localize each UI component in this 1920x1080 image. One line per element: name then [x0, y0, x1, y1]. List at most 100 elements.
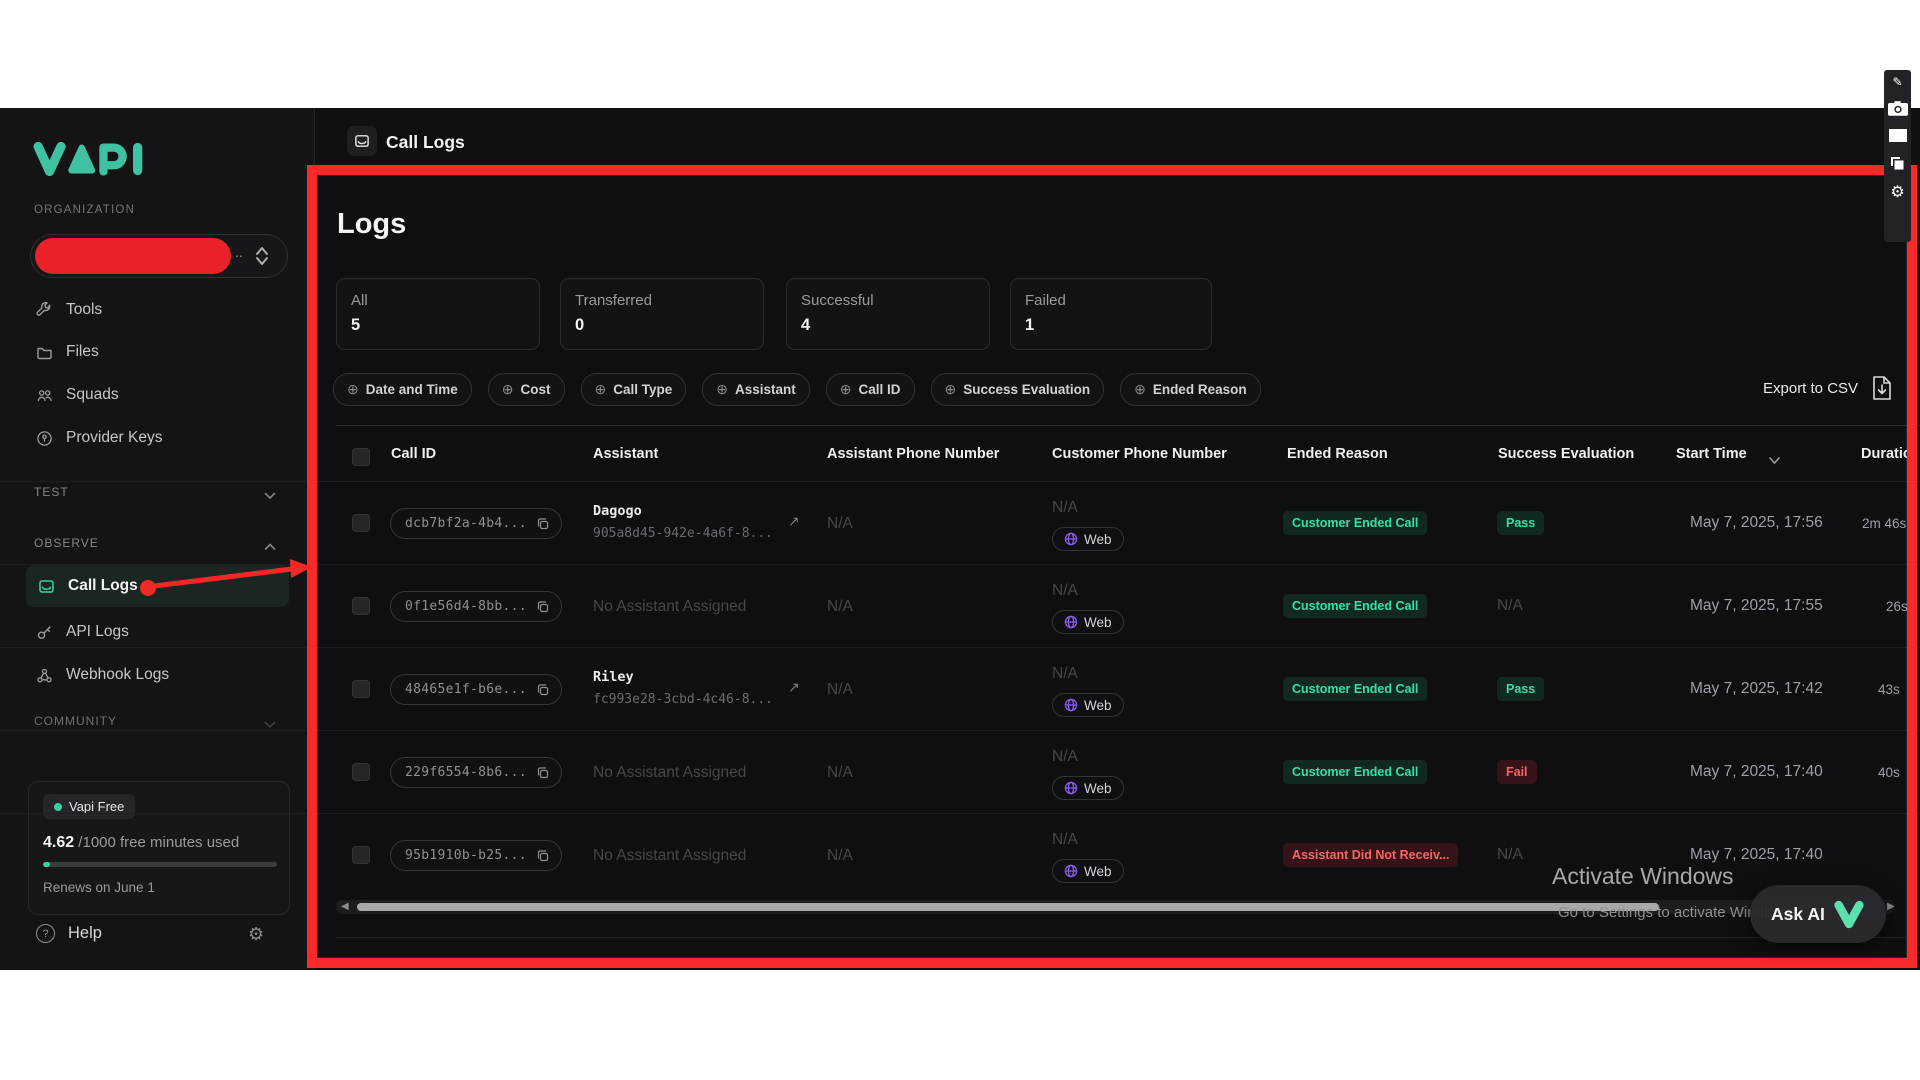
ended-reason-badge: Customer Ended Call [1283, 511, 1428, 535]
stat-label: All [351, 292, 368, 309]
stat-card-failed[interactable]: Failed 1 [1010, 278, 1212, 350]
row-checkbox[interactable] [352, 763, 370, 781]
filter-chip-assistant[interactable]: ⊕ Assistant [702, 373, 810, 406]
ask-ai-button[interactable]: Ask AI [1750, 885, 1886, 943]
help-icon: ? [36, 924, 55, 943]
table-row[interactable]: 48465e1f-b6e... Riley fc993e28-3cbd-4c46… [0, 647, 1920, 731]
stat-card-all[interactable]: All 5 [336, 278, 540, 350]
chevron-up-icon[interactable] [264, 538, 276, 556]
sort-chevron-icon[interactable] [1768, 452, 1781, 470]
row-checkbox[interactable] [352, 680, 370, 698]
section-community[interactable]: COMMUNITY [34, 714, 117, 727]
channel-badge: Web [1052, 610, 1124, 634]
call-id-pill[interactable]: 48465e1f-b6e... [390, 674, 562, 705]
section-observe[interactable]: OBSERVE [34, 536, 99, 550]
folder-icon [37, 347, 52, 359]
call-id-pill[interactable]: 0f1e56d4-8bb... [390, 591, 562, 622]
scrollbar-thumb[interactable] [357, 903, 1659, 911]
sidebar-item-squads[interactable]: Squads [36, 379, 119, 411]
call-id-pill[interactable]: 229f6554-8b6... [390, 757, 562, 788]
plus-circle-icon: ⊕ [839, 381, 852, 397]
sidebar: ORGANIZATION .. Tools Files [0, 108, 315, 970]
org-selector[interactable]: .. [30, 234, 288, 278]
assistant-phone: N/A [827, 681, 853, 698]
copy-icon[interactable] [536, 766, 550, 780]
table-row[interactable]: 95b1910b-b25... No Assistant Assigned N/… [0, 813, 1920, 897]
call-id-pill[interactable]: 95b1910b-b25... [390, 840, 562, 871]
sidebar-item-files[interactable]: Files [36, 336, 99, 368]
call-logs-icon [355, 135, 369, 147]
column-header-call-id: Call ID [391, 446, 437, 462]
sidebar-item-api-logs[interactable]: API Logs [36, 616, 129, 648]
filter-chip-success-evaluation[interactable]: ⊕ Success Evaluation [930, 373, 1105, 406]
sidebar-item-tools[interactable]: Tools [36, 294, 102, 326]
customer-phone: N/A [1052, 665, 1078, 682]
stat-label: Successful [801, 292, 874, 309]
copy-icon[interactable] [536, 849, 550, 863]
column-header-start-time[interactable]: Start Time [1676, 446, 1747, 462]
table-row[interactable]: 0f1e56d4-8bb... No Assistant Assigned N/… [0, 564, 1920, 648]
ended-reason-badge: Customer Ended Call [1283, 677, 1428, 701]
bottom-divider [336, 937, 1906, 938]
settings-gear-icon[interactable]: ⚙ [248, 924, 265, 944]
export-csv-button[interactable]: Export to CSV [1763, 375, 1894, 401]
scroll-right-arrow-icon[interactable]: ▶ [1887, 901, 1895, 912]
external-link-icon[interactable]: ↗ [788, 679, 800, 695]
call-logs-icon [39, 579, 54, 593]
row-checkbox[interactable] [352, 597, 370, 615]
horizontal-scrollbar[interactable]: ◀ ▶ [336, 900, 1895, 914]
chevron-down-icon[interactable] [264, 716, 276, 734]
plus-circle-icon: ⊕ [594, 381, 607, 397]
filter-chip-call-type[interactable]: ⊕ Call Type [580, 373, 687, 406]
plus-circle-icon: ⊕ [944, 381, 957, 397]
duration: 40s [1878, 765, 1900, 780]
external-link-icon[interactable]: ↗ [788, 513, 800, 529]
copy-tool-icon[interactable] [1889, 155, 1906, 172]
filter-chip-date-and-time[interactable]: ⊕ Date and Time [333, 373, 472, 406]
vapi-v-icon [1834, 900, 1864, 928]
organization-label: ORGANIZATION [34, 204, 136, 216]
row-checkbox[interactable] [352, 846, 370, 864]
ended-reason-badge: Customer Ended Call [1283, 594, 1428, 618]
help-button[interactable]: ? Help [36, 924, 102, 943]
org-name-redaction [35, 238, 231, 274]
copy-icon[interactable] [536, 600, 550, 614]
globe-icon [1064, 615, 1078, 629]
table-row[interactable]: 229f6554-8b6... No Assistant Assigned N/… [0, 730, 1920, 814]
plan-badge-label: Vapi Free [69, 799, 125, 814]
table-row[interactable]: dcb7bf2a-4b4... Dagogo 905a8d45-942e-4a6… [0, 481, 1920, 565]
org-name-ellipsis: .. [235, 244, 243, 260]
stat-value: 5 [351, 316, 361, 334]
sidebar-item-webhook-logs[interactable]: Webhook Logs [36, 659, 169, 691]
updown-caret-icon [255, 246, 269, 271]
success-value: N/A [1497, 846, 1523, 863]
call-id-pill[interactable]: dcb7bf2a-4b4... [390, 508, 562, 539]
camera-icon[interactable] [1887, 101, 1908, 116]
scroll-left-arrow-icon[interactable]: ◀ [341, 901, 349, 912]
globe-icon [1064, 864, 1078, 878]
sidebar-item-provider-keys[interactable]: Provider Keys [36, 422, 162, 454]
row-checkbox[interactable] [352, 514, 370, 532]
logs-heading: Logs [337, 208, 407, 240]
chevron-down-icon[interactable] [264, 487, 276, 505]
start-time: May 7, 2025, 17:42 [1690, 680, 1823, 697]
filter-chip-row: ⊕ Date and Time ⊕ Cost ⊕ Call Type ⊕ Assista… [333, 373, 1261, 406]
globe-icon [1064, 698, 1078, 712]
capture-settings-gear-icon[interactable]: ⚙ [1890, 184, 1905, 201]
filter-chip-ended-reason[interactable]: ⊕ Ended Reason [1120, 373, 1261, 406]
filter-chip-cost[interactable]: ⊕ Cost [487, 373, 565, 406]
copy-icon[interactable] [536, 517, 550, 531]
copy-icon[interactable] [536, 683, 550, 697]
stat-card-transferred[interactable]: Transferred 0 [560, 278, 764, 350]
stat-card-successful[interactable]: Successful 4 [786, 278, 990, 350]
assistant-name: No Assistant Assigned [593, 847, 747, 864]
section-test[interactable]: TEST [34, 485, 69, 499]
sidebar-item-label: Webhook Logs [66, 666, 170, 683]
select-all-checkbox[interactable] [352, 448, 370, 466]
rectangle-tool-icon[interactable] [1888, 129, 1907, 142]
logo-v [33, 141, 66, 177]
filter-chip-call-id[interactable]: ⊕ Call ID [825, 373, 915, 406]
table-top-divider [336, 425, 1920, 426]
page-title: Call Logs [386, 132, 465, 152]
pencil-icon[interactable]: ✎ [1892, 75, 1903, 89]
